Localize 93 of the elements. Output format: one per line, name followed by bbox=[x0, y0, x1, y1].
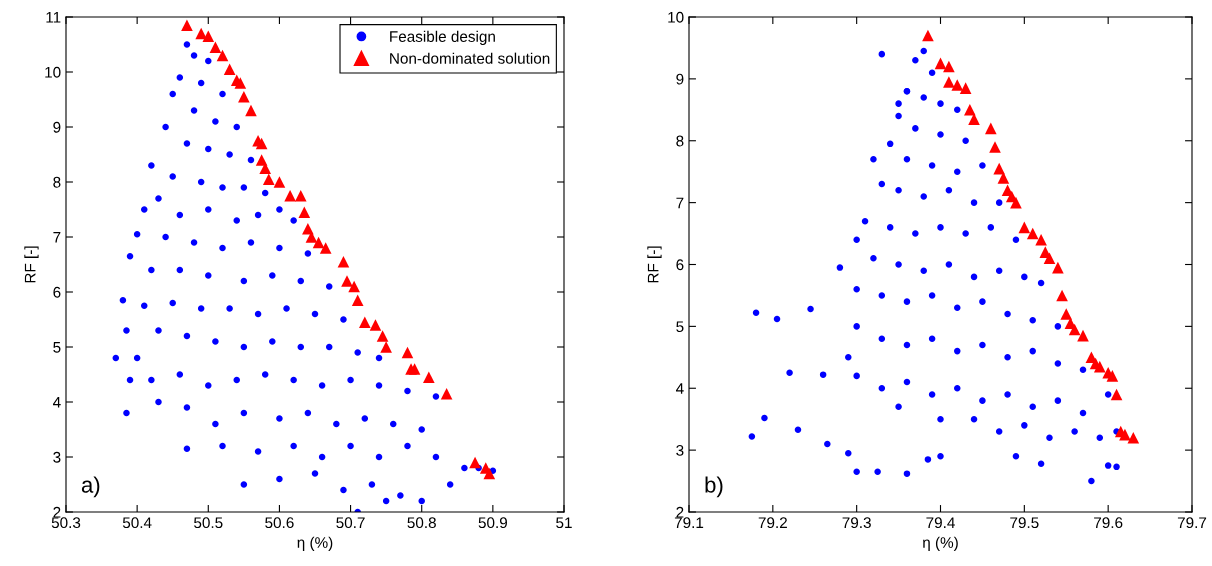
point bbox=[1106, 370, 1119, 382]
y-tick-label: 9 bbox=[676, 73, 684, 85]
point bbox=[408, 363, 421, 375]
point bbox=[294, 189, 307, 202]
y-tick-label: 5 bbox=[53, 342, 61, 353]
y-tick-label: 8 bbox=[676, 135, 684, 147]
x-axis-title: η (%) bbox=[297, 536, 333, 551]
legend-label: Feasible design bbox=[390, 30, 495, 45]
annotation: b) bbox=[705, 476, 723, 498]
point bbox=[984, 122, 997, 135]
point bbox=[1060, 308, 1073, 320]
point bbox=[341, 275, 353, 287]
point bbox=[305, 231, 318, 243]
point bbox=[943, 76, 955, 88]
y-tick-label: 10 bbox=[668, 11, 684, 23]
point bbox=[351, 294, 364, 307]
y-tick-label: 11 bbox=[46, 12, 61, 23]
y-tick-label: 4 bbox=[675, 383, 684, 394]
point bbox=[951, 79, 964, 91]
y-axis-title: RF [-] bbox=[24, 246, 39, 283]
point bbox=[223, 63, 236, 76]
point bbox=[1052, 261, 1064, 274]
point bbox=[1035, 233, 1047, 246]
point bbox=[943, 60, 955, 73]
point bbox=[202, 30, 215, 43]
point bbox=[369, 319, 382, 331]
point bbox=[259, 162, 272, 175]
y-tick-label: 8 bbox=[53, 176, 61, 188]
point bbox=[319, 242, 332, 254]
point bbox=[440, 387, 453, 400]
point bbox=[483, 467, 496, 480]
x-tick-label: 51 bbox=[556, 517, 572, 529]
point bbox=[1127, 431, 1140, 444]
y-tick-label: 5 bbox=[676, 321, 684, 333]
point bbox=[1018, 221, 1031, 234]
point bbox=[358, 316, 371, 329]
x-tick-label: 79.1 bbox=[674, 517, 704, 529]
x-tick-label: 50.4 bbox=[122, 517, 152, 529]
y-axis-title: RF [-] bbox=[647, 246, 662, 283]
point bbox=[1093, 360, 1106, 373]
x-tick-label: 50.3 bbox=[51, 517, 81, 529]
point bbox=[959, 82, 972, 94]
point bbox=[209, 41, 222, 54]
point bbox=[989, 141, 1001, 153]
x-tick-label: 79.7 bbox=[1177, 517, 1207, 529]
x-tick-label: 79.4 bbox=[926, 517, 955, 529]
point bbox=[195, 27, 207, 40]
y-tick-label: 2 bbox=[676, 506, 684, 518]
y-tick-label: 6 bbox=[676, 259, 684, 271]
y-tick-label: 6 bbox=[53, 286, 61, 298]
point bbox=[1068, 323, 1081, 336]
point bbox=[262, 173, 275, 186]
x-tick-label: 50.6 bbox=[265, 517, 294, 529]
point bbox=[380, 341, 392, 353]
annotation: a) bbox=[81, 476, 100, 498]
point bbox=[993, 162, 1005, 175]
y-tick-label: 3 bbox=[676, 444, 684, 456]
y-tick-label: 7 bbox=[676, 197, 684, 209]
x-tick-label: 79.3 bbox=[842, 517, 871, 529]
point bbox=[181, 19, 193, 32]
point bbox=[337, 255, 350, 268]
point bbox=[348, 280, 360, 293]
point bbox=[216, 49, 229, 62]
y-tick-label: 9 bbox=[53, 121, 61, 133]
x-axis-title: η (%) bbox=[923, 536, 958, 551]
point bbox=[964, 104, 976, 116]
point bbox=[255, 137, 268, 150]
y-tick-label: 3 bbox=[53, 451, 61, 463]
point bbox=[234, 77, 247, 89]
point bbox=[284, 189, 296, 202]
y-tick-label: 7 bbox=[53, 232, 61, 243]
x-tick-label: 79.2 bbox=[758, 517, 787, 529]
point bbox=[238, 90, 250, 103]
point bbox=[968, 113, 980, 125]
point bbox=[1026, 227, 1039, 240]
x-tick-label: 79.5 bbox=[1010, 517, 1039, 529]
y-tick-label: 10 bbox=[45, 66, 61, 78]
y-tick-label: 4 bbox=[52, 397, 61, 408]
point bbox=[997, 172, 1010, 184]
x-tick-label: 79.6 bbox=[1094, 517, 1123, 529]
y-tick-label: 2 bbox=[53, 506, 61, 518]
x-tick-label: 50.9 bbox=[478, 517, 507, 529]
point bbox=[423, 371, 435, 384]
point bbox=[1110, 388, 1123, 401]
point bbox=[401, 346, 414, 359]
x-tick-label: 50.5 bbox=[194, 517, 223, 529]
x-tick-label: 50.7 bbox=[336, 517, 365, 529]
point bbox=[1043, 252, 1056, 265]
legend-label: Non-dominated solution bbox=[390, 52, 550, 64]
point bbox=[376, 330, 389, 342]
point bbox=[273, 176, 286, 188]
point bbox=[298, 206, 311, 219]
x-tick-label: 50.8 bbox=[407, 517, 436, 529]
